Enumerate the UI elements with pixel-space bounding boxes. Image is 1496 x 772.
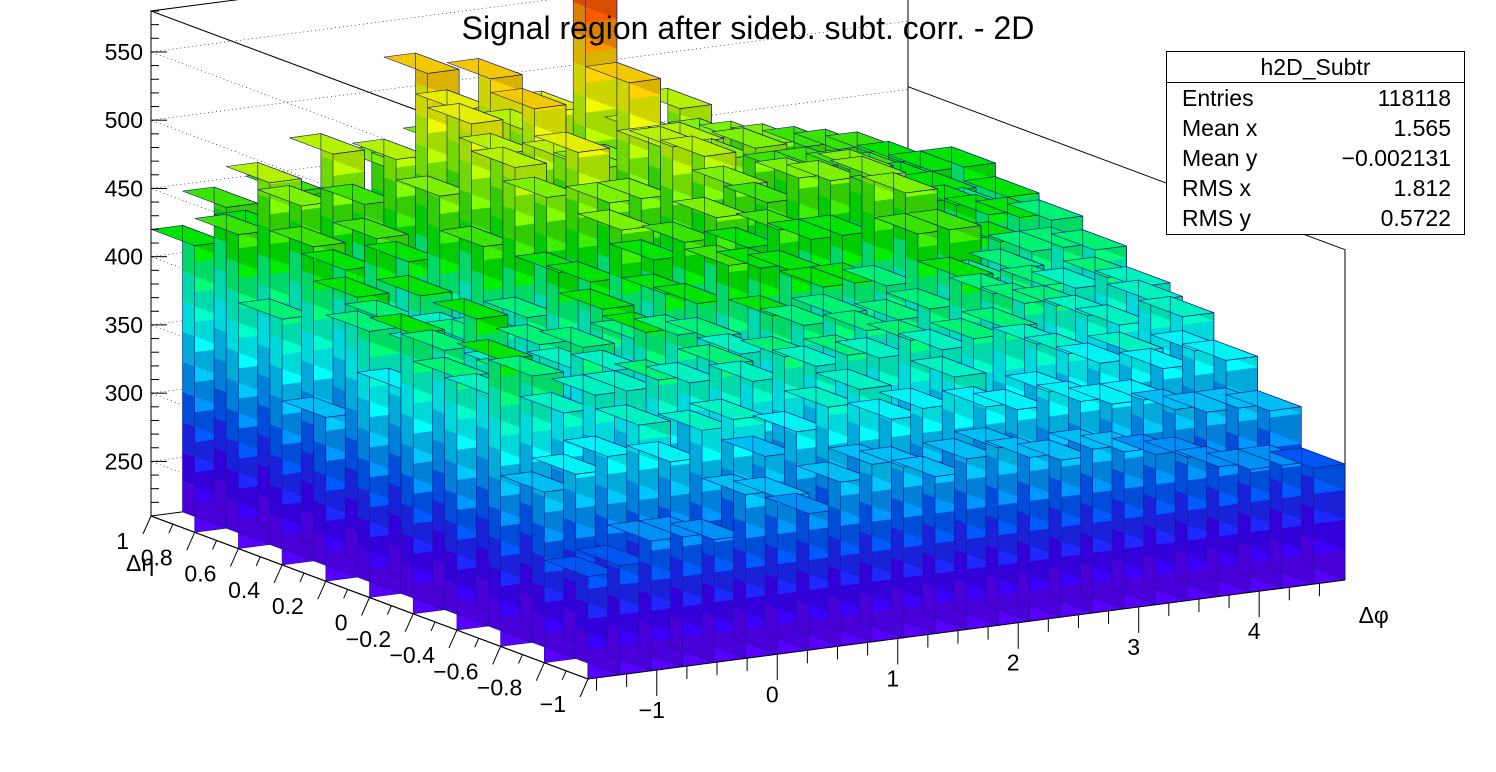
bar-side-segment (937, 223, 981, 270)
bar-side-segment (313, 530, 358, 578)
bar-front-segment (621, 226, 654, 235)
bar-side-segment (573, 62, 617, 109)
bar-side-segment (573, 0, 617, 19)
bar-side-segment (401, 563, 445, 610)
bar-side-segment (357, 547, 401, 594)
bar-side-segment (226, 498, 270, 545)
bar-side-segment (269, 514, 314, 561)
bar-front-segment (716, 213, 748, 222)
bar-side-segment (532, 612, 576, 659)
bar-side-segment (444, 579, 489, 626)
bar-side-segment (616, 78, 661, 125)
bar-front-segment (269, 178, 302, 185)
bar-front-segment (1007, 192, 1040, 200)
bar-front-segment (420, 291, 452, 299)
bar-front-segment (905, 188, 938, 198)
bar-top (226, 162, 302, 184)
bar-front-segment (534, 104, 566, 112)
bar-side-segment (573, 92, 617, 139)
bar-side-segment (488, 595, 533, 643)
bar-side-segment (573, 2, 617, 49)
bar-side-segment (182, 481, 227, 529)
lego-bars (150, 0, 1346, 680)
bar-side-segment (1213, 350, 1258, 398)
bar-top (383, 52, 460, 74)
